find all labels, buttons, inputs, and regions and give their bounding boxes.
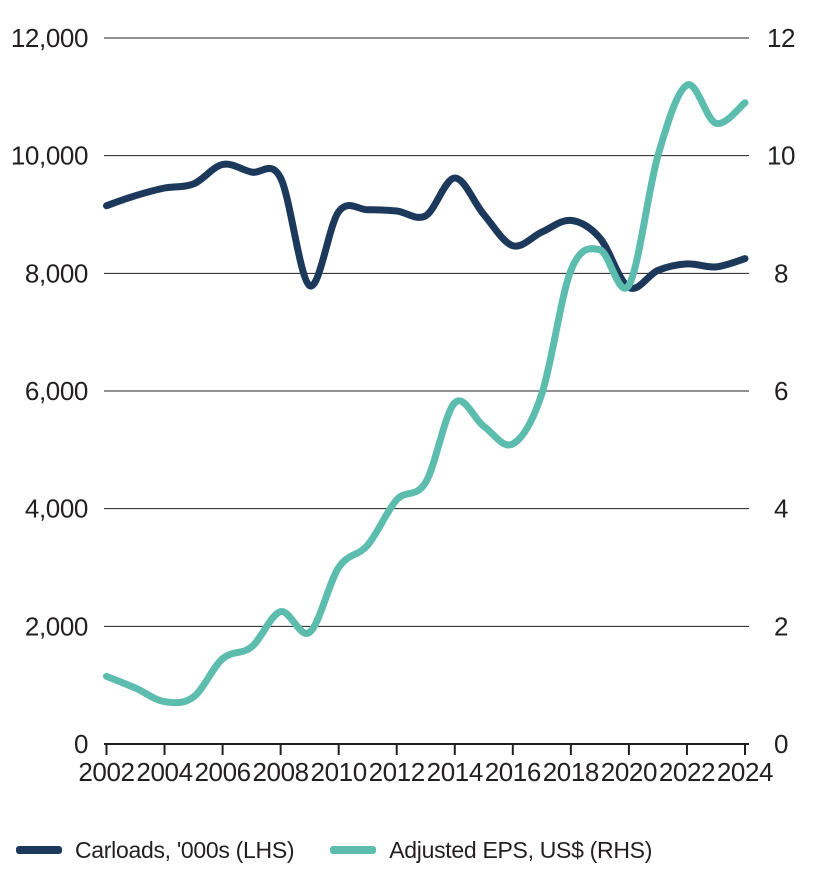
legend-label-carloads: Carloads, '000s (LHS): [75, 836, 295, 863]
eps-line-swatch: [330, 846, 377, 854]
x-axis-tick-label: 2004: [136, 757, 192, 787]
carloads-eps-line-chart: 12,000 12 10,000 10 8,000 8 6,000 6 4,000 4 2,000 2…: [11, 23, 796, 787]
x-axis-tick-label: 2016: [485, 757, 541, 787]
left-axis-tick-label: 10,000: [11, 141, 88, 171]
right-axis-tick-label: 0: [774, 729, 788, 759]
carloads-line-swatch: [16, 846, 62, 854]
x-axis-tick-label: 2014: [427, 757, 483, 787]
left-axis-tick-label: 12,000: [11, 23, 88, 53]
x-axis-tick-label: 2020: [601, 757, 657, 787]
right-axis-tick-label: 10: [767, 141, 795, 171]
eps-line: [103, 81, 749, 707]
x-axis-tick-label: 2012: [369, 757, 425, 787]
right-axis-tick-label: 6: [774, 376, 788, 406]
right-axis-tick-label: 4: [774, 494, 788, 524]
left-axis-tick-label: 6,000: [25, 376, 88, 406]
right-axis-tick-label: 12: [767, 23, 795, 53]
left-axis-tick-label: 0: [74, 729, 88, 759]
left-axis-tick-label: 2,000: [25, 611, 88, 641]
x-axis-tick-label: 2024: [717, 757, 773, 787]
chart-legend: Carloads, '000s (LHS) Adjusted EPS, US$ …: [16, 834, 652, 866]
x-axis-tick-label: 2008: [253, 757, 309, 787]
gridlines-group: [104, 37, 749, 627]
legend-item-eps: Adjusted EPS, US$ (RHS): [330, 837, 652, 864]
legend-item-carloads: Carloads, '000s (LHS): [16, 836, 295, 864]
x-axis-tick-label: 2002: [78, 757, 134, 787]
x-axis-tick-label: 2018: [543, 757, 599, 787]
axis-labels-group: 12,000 12 10,000 10 8,000 8 6,000 6 4,000 4 2,000 2…: [11, 23, 796, 787]
left-axis-tick-label: 4,000: [25, 494, 88, 524]
legend-label-eps: Adjusted EPS, US$ (RHS): [389, 836, 653, 863]
x-axis-tick-label: 2022: [659, 757, 715, 787]
right-axis-tick-label: 2: [774, 611, 788, 641]
x-axis-tick-label: 2006: [194, 757, 250, 787]
x-axis-tick-label: 2010: [311, 757, 367, 787]
carloads-line: [103, 160, 749, 292]
axes-group: [104, 743, 749, 755]
series-lines-group: [103, 81, 749, 707]
left-axis-tick-label: 8,000: [25, 258, 88, 288]
right-axis-tick-label: 8: [774, 258, 788, 288]
